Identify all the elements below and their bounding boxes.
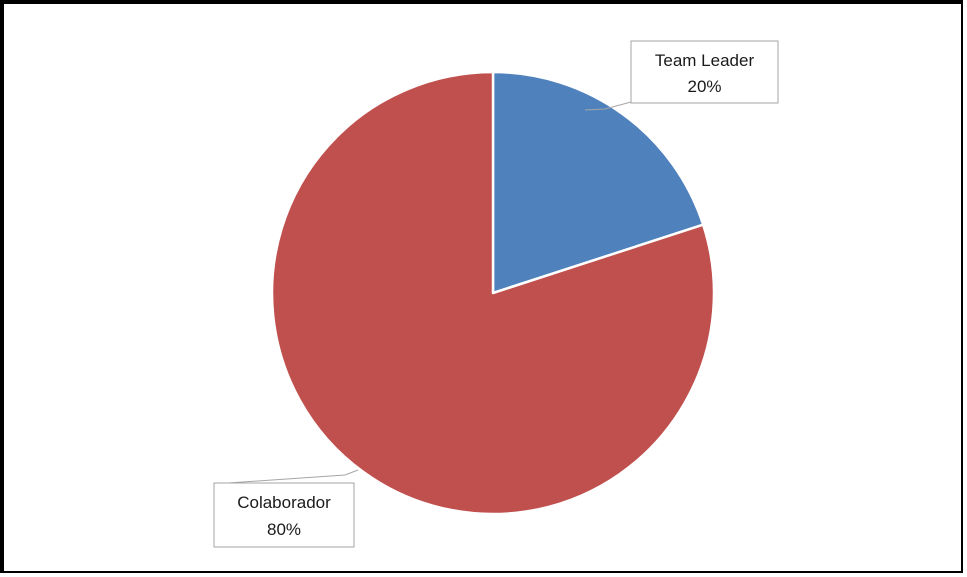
label-colaborador-name: Colaborador	[237, 493, 331, 512]
label-team-leader-value: 20%	[687, 77, 721, 96]
label-box-team-leader	[630, 40, 779, 104]
slices-layer	[270, 70, 716, 516]
data-label-colaborador: Colaborador 80%	[213, 469, 359, 548]
pie-slice-colaborador	[270, 70, 716, 516]
data-label-team-leader: Team Leader 20%	[584, 40, 779, 111]
pie-slice-team-leader	[491, 70, 705, 295]
label-team-leader-name: Team Leader	[655, 51, 755, 70]
label-box-colaborador	[213, 482, 355, 548]
leader-line-team-leader	[584, 101, 632, 111]
label-colaborador-value: 80%	[267, 520, 301, 539]
leader-line-colaborador	[213, 469, 359, 485]
